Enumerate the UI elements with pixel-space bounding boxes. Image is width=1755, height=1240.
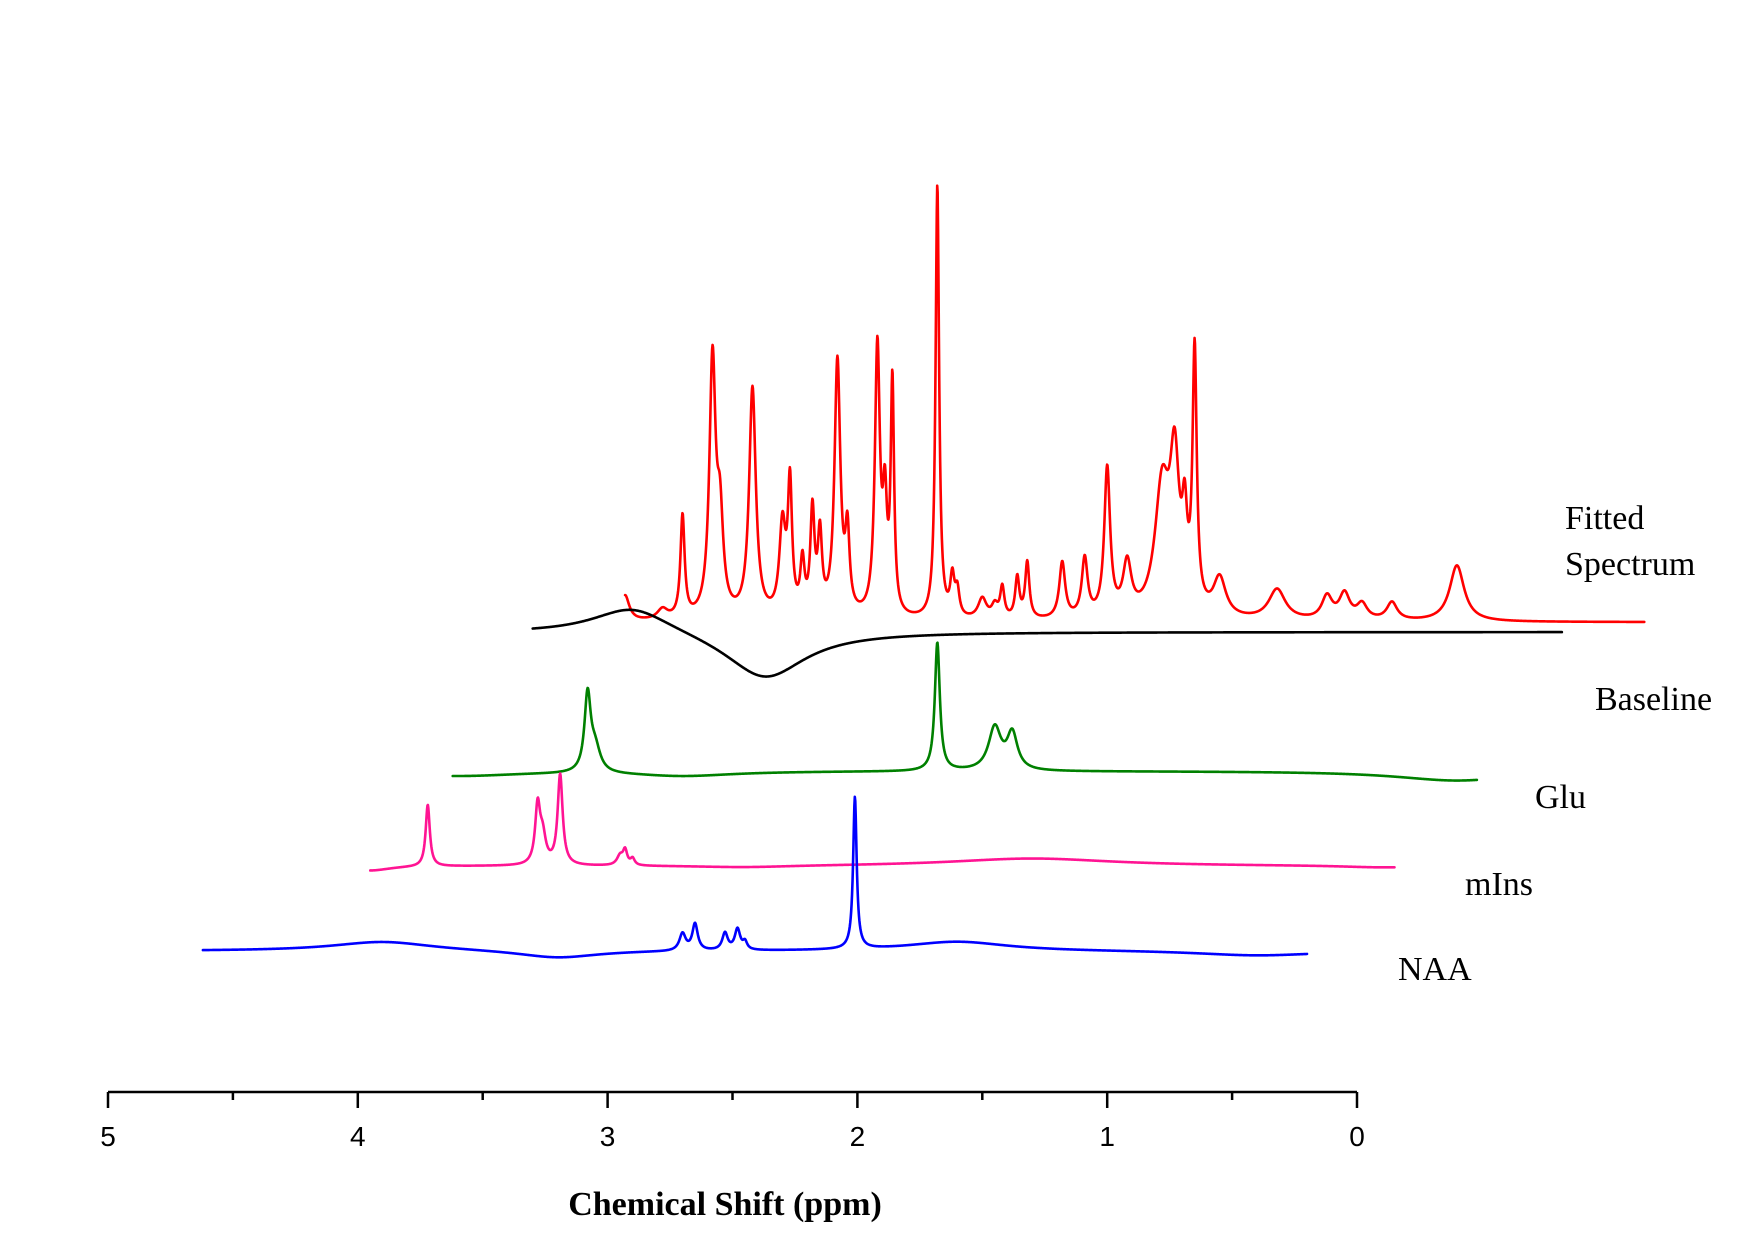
x-tick-label: 3 [600, 1121, 616, 1152]
label-baseline: Baseline [1595, 681, 1712, 718]
trace-mins [368, 772, 1396, 872]
label-glu: Glu [1535, 779, 1586, 816]
x-tick-label: 0 [1349, 1121, 1365, 1152]
x-axis: 5 4 3 2 1 0 [100, 1090, 1365, 1152]
trace-baseline [531, 608, 1564, 678]
trace-naa [201, 795, 1309, 959]
label-fitted-spectrum-line-1: Fitted [1565, 500, 1644, 537]
label-naa: NAA [1398, 951, 1472, 988]
series-labels: Fitted Spectrum Baseline Glu mIns NAA [1398, 500, 1712, 988]
spectra-traces [201, 184, 1646, 959]
x-tick-label: 1 [1099, 1121, 1115, 1152]
trace-glu [451, 641, 1479, 782]
x-axis-title: Chemical Shift (ppm) [568, 1186, 882, 1223]
label-mins: mIns [1465, 866, 1533, 903]
x-tick-label: 4 [350, 1121, 366, 1152]
label-fitted-spectrum-line-2: Spectrum [1565, 546, 1695, 583]
x-tick-label: 2 [850, 1121, 866, 1152]
x-axis-ticks: 5 4 3 2 1 0 [100, 1092, 1365, 1152]
trace-fitted-spectrum [623, 184, 1646, 624]
x-tick-label: 5 [100, 1121, 116, 1152]
